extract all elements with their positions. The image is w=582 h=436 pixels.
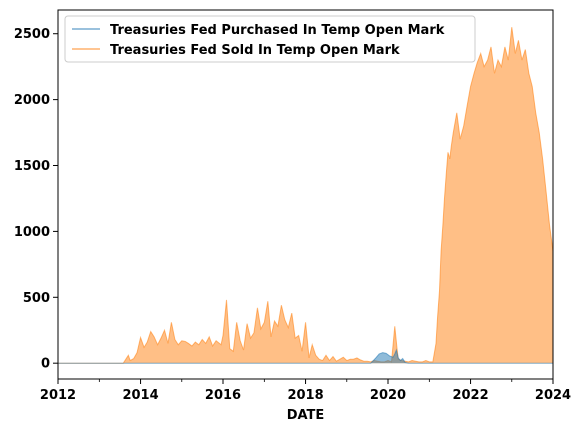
series-area-sold [58, 27, 553, 364]
x-tick-label: 2022 [452, 388, 488, 403]
x-tick-label: 2018 [287, 388, 323, 403]
legend: Treasuries Fed Purchased In Temp Open Ma… [64, 15, 476, 63]
y-tick-label: 2000 [14, 93, 50, 108]
series-line-sold [58, 27, 554, 364]
y-axis: 0 500 1000 1500 2000 2500 [14, 27, 58, 372]
series-line-purchased [58, 348, 553, 364]
x-axis: 2012 2014 2016 2018 2020 2022 2024 [40, 379, 571, 403]
x-tick-label: 2020 [370, 388, 406, 403]
y-tick-label: 1000 [14, 225, 50, 240]
legend-label-purchased: Treasuries Fed Purchased In Temp Open Ma… [110, 23, 445, 38]
y-tick-label: 500 [23, 291, 50, 306]
legend-box [64, 15, 476, 63]
legend-label-sold: Treasuries Fed Sold In Temp Open Mark [110, 43, 400, 58]
x-tick-label: 2024 [535, 388, 571, 403]
y-tick-label: 0 [41, 357, 50, 372]
x-axis-title: DATE [287, 408, 325, 423]
x-tick-label: 2016 [205, 388, 241, 403]
y-tick-label: 2500 [14, 27, 50, 42]
y-tick-label: 1500 [14, 159, 50, 174]
x-tick-label: 2012 [40, 388, 76, 403]
x-tick-label: 2014 [122, 388, 158, 403]
series-layer [58, 27, 554, 364]
